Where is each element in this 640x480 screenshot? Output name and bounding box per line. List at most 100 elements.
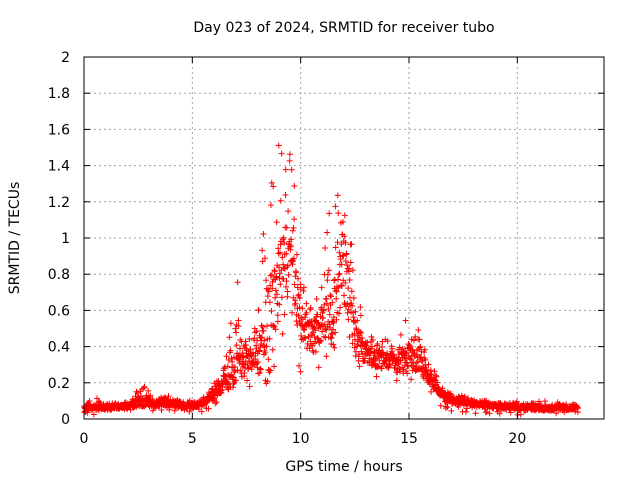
data-point (312, 327, 319, 334)
y-tick-label: 1.4 (48, 159, 70, 175)
data-point (281, 311, 288, 318)
data-point (223, 353, 230, 360)
y-tick-label: 0.4 (48, 340, 70, 356)
data-point (299, 305, 306, 312)
data-point (348, 288, 355, 295)
data-point (305, 334, 312, 341)
x-axis-label: GPS time / hours (285, 459, 402, 475)
data-point (329, 318, 336, 325)
data-point (290, 224, 297, 231)
data-point (265, 288, 272, 295)
data-point (259, 324, 266, 331)
data-point (286, 151, 293, 158)
data-point (324, 271, 331, 278)
data-point (496, 410, 503, 417)
data-point (229, 358, 236, 365)
data-point (257, 365, 264, 372)
data-point (472, 410, 479, 417)
data-point (329, 331, 336, 338)
data-point (298, 332, 305, 339)
data-point (268, 179, 275, 186)
data-point (300, 284, 307, 291)
data-point (318, 284, 325, 291)
data-point (328, 330, 335, 337)
data-point (397, 331, 404, 338)
data-point (248, 366, 255, 373)
data-point (326, 324, 333, 331)
data-point (141, 383, 148, 390)
data-point (224, 363, 231, 370)
data-point (369, 343, 376, 350)
data-point (241, 369, 248, 376)
data-point (406, 342, 413, 349)
y-tick-label: 0.8 (48, 267, 70, 283)
data-point (536, 398, 542, 405)
data-point (393, 377, 400, 384)
data-point (292, 273, 299, 280)
data-point (309, 347, 316, 354)
x-tick-label: 20 (508, 431, 526, 447)
data-point (275, 142, 282, 149)
data-point (427, 367, 434, 374)
data-point (283, 283, 290, 290)
data-point (227, 320, 234, 327)
data-point (332, 203, 339, 210)
y-tick-label: 1.6 (48, 122, 70, 138)
data-point (293, 251, 300, 258)
data-point (361, 357, 368, 364)
data-point (296, 362, 303, 369)
data-point (244, 377, 251, 384)
data-point (422, 356, 429, 363)
data-point (303, 300, 310, 307)
data-point (137, 392, 144, 399)
data-point (355, 338, 362, 345)
data-point (90, 411, 97, 418)
data-point (270, 183, 277, 190)
data-point (404, 370, 411, 377)
data-point (300, 287, 307, 294)
data-point (342, 258, 349, 265)
data-point (323, 300, 330, 307)
data-point (378, 365, 385, 372)
data-point (275, 250, 282, 257)
data-point (329, 299, 336, 306)
data-point (354, 317, 361, 324)
data-point (396, 344, 403, 351)
data-point (407, 356, 414, 363)
y-tick-label: 0 (61, 412, 70, 428)
data-point (266, 299, 273, 306)
data-point (336, 270, 343, 277)
data-point (285, 208, 292, 215)
data-point (283, 250, 290, 257)
data-point (277, 249, 284, 256)
data-point (389, 345, 396, 352)
data-point (332, 287, 339, 294)
data-point (331, 277, 338, 284)
data-point (417, 343, 424, 350)
y-axis-label: SRMTID / TECUs (7, 182, 23, 295)
data-point (264, 293, 271, 300)
data-point (338, 261, 345, 268)
data-point (218, 389, 225, 396)
data-point (267, 272, 274, 279)
data-point (431, 376, 438, 383)
data-point (330, 341, 337, 348)
data-point (400, 366, 407, 373)
data-point (166, 406, 173, 413)
y-tick-label: 1 (61, 231, 70, 247)
data-point (337, 256, 344, 263)
data-point (295, 291, 302, 298)
data-point (279, 330, 286, 337)
data-point (330, 319, 337, 326)
data-point (306, 345, 313, 352)
data-point (416, 336, 423, 343)
data-point (302, 314, 308, 321)
data-point (336, 249, 343, 256)
data-point (272, 294, 279, 301)
data-point (231, 369, 238, 376)
data-point (431, 368, 438, 375)
data-point (334, 192, 341, 199)
data-point (314, 311, 321, 318)
data-point (269, 346, 276, 353)
data-point (165, 393, 172, 400)
